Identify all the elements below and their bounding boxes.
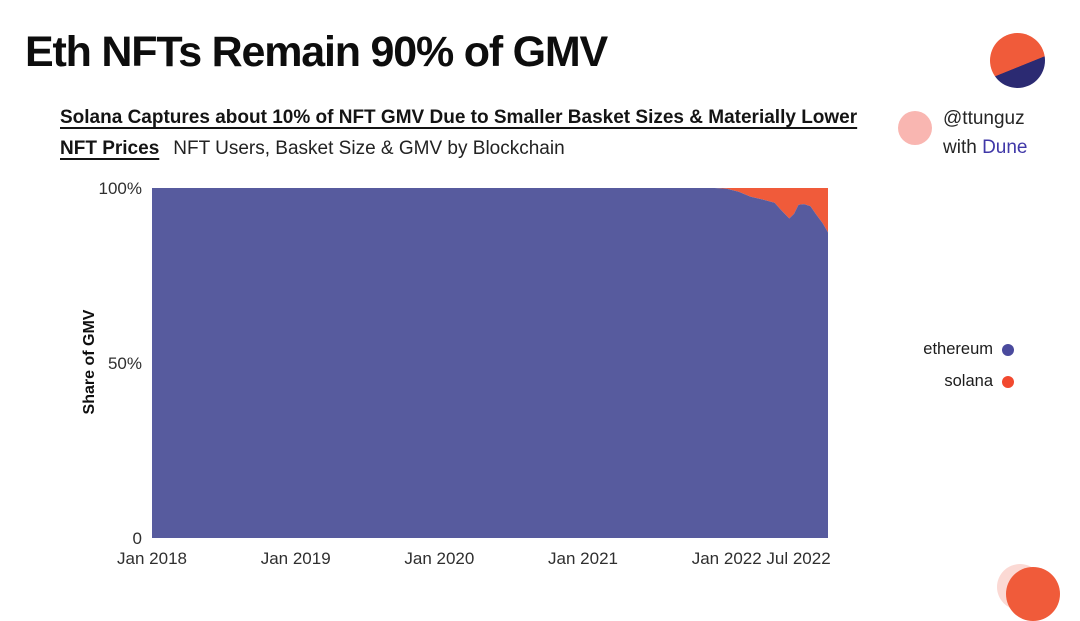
solana-legend-dot-icon xyxy=(1002,375,1014,388)
subtitle-emphasis-line1: Solana Captures about 10% of NFT GMV Due… xyxy=(60,107,858,128)
solana-area-series[interactable] xyxy=(152,188,828,233)
ethereum-legend-dot-icon xyxy=(1002,343,1014,356)
legend-label-ethereum: ethereum xyxy=(923,340,993,358)
ethereum-area-series[interactable] xyxy=(152,188,828,538)
chart-legend: ethereum solana xyxy=(923,340,1014,404)
legend-item-ethereum[interactable]: ethereum xyxy=(923,340,1014,359)
x-tick-label: Jan 2022 xyxy=(691,549,762,568)
stacked-area-chart[interactable] xyxy=(152,188,828,538)
y-tick-label: 0 xyxy=(132,529,142,548)
dune-logo-icon xyxy=(990,33,1045,88)
corner-orange-circle-icon xyxy=(1006,567,1060,621)
attribution-block: @ttunguz with Dune xyxy=(943,104,1028,162)
x-tick-label: Jan 2018 xyxy=(117,549,187,568)
legend-item-solana[interactable]: solana xyxy=(923,372,1014,391)
subtitle-emphasis-line2: NFT Prices xyxy=(60,138,160,159)
chart-canvas xyxy=(152,188,828,538)
with-text: with xyxy=(943,137,983,158)
x-tick-label: Jul 2022 xyxy=(766,549,831,568)
y-tick-label: 50% xyxy=(107,354,142,373)
x-tick-label: Jan 2021 xyxy=(548,549,618,568)
author-handle: @ttunguz xyxy=(943,108,1025,129)
x-tick-label: Jan 2019 xyxy=(260,549,331,568)
pink-dot-icon xyxy=(898,111,932,145)
x-tick-label: Jan 2020 xyxy=(404,549,475,568)
attribution-with-dune: with Dune xyxy=(943,133,1028,162)
subtitle-description: NFT Users, Basket Size & GMV by Blockcha… xyxy=(173,138,565,159)
legend-label-solana: solana xyxy=(944,372,993,390)
dune-brand-link[interactable]: Dune xyxy=(982,137,1028,158)
subtitle-line-1: Solana Captures about 10% of NFT GMV Due… xyxy=(60,102,857,133)
subtitle-line-2: NFT Prices NFT Users, Basket Size & GMV b… xyxy=(60,133,857,164)
page-title: Eth NFTs Remain 90% of GMV xyxy=(25,28,608,76)
y-tick-label: 100% xyxy=(98,179,142,198)
chart-subtitle: Solana Captures about 10% of NFT GMV Due… xyxy=(60,102,857,164)
